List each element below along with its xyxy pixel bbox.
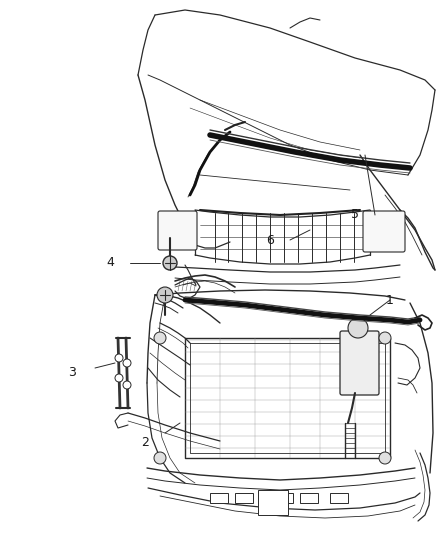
Text: 1: 1	[386, 294, 394, 306]
Circle shape	[379, 452, 391, 464]
FancyBboxPatch shape	[340, 331, 379, 395]
Circle shape	[379, 332, 391, 344]
Circle shape	[163, 256, 177, 270]
Circle shape	[348, 318, 368, 338]
Bar	[258, 490, 288, 515]
Bar	[235, 493, 253, 503]
Text: 5: 5	[351, 208, 359, 222]
Circle shape	[154, 332, 166, 344]
Circle shape	[123, 359, 131, 367]
Text: 4: 4	[106, 256, 114, 270]
FancyBboxPatch shape	[158, 211, 197, 250]
Bar	[330, 493, 348, 503]
Bar	[210, 493, 228, 503]
Text: 2: 2	[141, 437, 149, 449]
Circle shape	[115, 374, 123, 382]
Circle shape	[115, 354, 123, 362]
FancyBboxPatch shape	[363, 211, 405, 252]
Bar	[275, 493, 293, 503]
Text: 3: 3	[68, 367, 76, 379]
Circle shape	[123, 381, 131, 389]
Circle shape	[154, 452, 166, 464]
Bar	[300, 493, 318, 503]
Circle shape	[157, 287, 173, 303]
Text: 6: 6	[266, 233, 274, 246]
